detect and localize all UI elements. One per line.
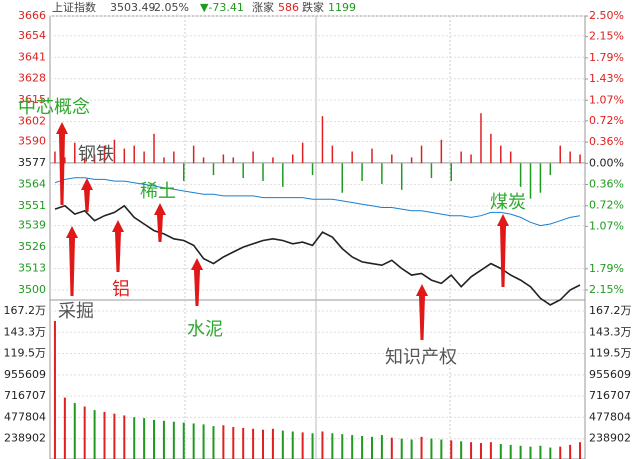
y-tick-label: 3551 xyxy=(18,199,46,212)
y-tick-label: 3654 xyxy=(18,29,46,42)
index-name: 上证指数 xyxy=(52,0,96,14)
y-tick-label: 3513 xyxy=(18,262,46,275)
annotation: 中芯概念 xyxy=(18,96,90,118)
arrow xyxy=(112,220,124,272)
y2-tick-label: 0.72% xyxy=(589,199,624,212)
y-tick-label: 3590 xyxy=(18,134,46,147)
header: 上证指数 3503.49 -2.05% ▼-73.41 涨家 586 跌家 11… xyxy=(52,0,356,14)
y2-tick-label: 1.07% xyxy=(589,93,624,106)
arrow xyxy=(416,284,428,340)
y2-tick-label: 0.36% xyxy=(589,178,624,191)
volume-tick-label: 716707 xyxy=(589,389,631,402)
y2-tick-label: 0.36% xyxy=(589,135,624,148)
y-tick-label: 3615 xyxy=(18,93,46,106)
y-tick-label: 3666 xyxy=(18,9,46,22)
price: 3503.49 xyxy=(110,1,156,14)
y2-tick-label: 0.00% xyxy=(589,156,624,169)
volume-tick-label: 167.2万 xyxy=(589,304,632,317)
price-line xyxy=(54,204,581,306)
volume-tick-label: 238902 xyxy=(589,432,631,445)
y2-tick-label: 1.07% xyxy=(589,219,624,232)
y-tick-label: 3500 xyxy=(18,283,46,296)
arrow xyxy=(66,226,78,296)
annotation: 煤炭 xyxy=(490,192,526,213)
volume-tick-label: 143.3万 xyxy=(4,325,47,338)
y2-tick-label: 2.15% xyxy=(589,30,624,43)
price-line xyxy=(54,177,581,227)
volume-tick-label: 238902 xyxy=(4,432,46,445)
change: ▼-73.41 xyxy=(200,1,244,14)
arrow xyxy=(154,203,166,242)
arrow xyxy=(81,178,93,212)
volume-tick-label: 955609 xyxy=(4,368,46,381)
y-tick-label: 3602 xyxy=(18,115,46,128)
y-tick-label: 3526 xyxy=(18,240,46,253)
down-count: 1199 xyxy=(328,1,356,14)
annotation: 采掘 xyxy=(58,301,94,322)
plot-frame xyxy=(49,15,586,459)
up-count: 586 xyxy=(278,1,299,14)
arrow xyxy=(56,122,68,205)
volume-tick-label: 119.5万 xyxy=(4,347,47,360)
up-label: 涨家 xyxy=(252,0,274,14)
y2-tick-label: 1.43% xyxy=(589,72,624,85)
change-pct: -2.05% xyxy=(150,1,189,14)
annotation: 铝 xyxy=(112,279,130,300)
volume-tick-label: 477804 xyxy=(589,410,631,423)
annotation: 钢铁 xyxy=(78,144,114,165)
volume-tick-label: 143.3万 xyxy=(589,325,632,338)
y2-tick-label: 0.72% xyxy=(589,114,624,127)
volume-tick-label: 167.2万 xyxy=(4,304,47,317)
y-tick-label: 3628 xyxy=(18,72,46,85)
annotation: 水泥 xyxy=(187,319,223,340)
arrow xyxy=(191,258,203,306)
y2-tick-label: 1.79% xyxy=(589,262,624,275)
down-label: 跌家 xyxy=(302,0,324,14)
y2-tick-label: 2.50% xyxy=(589,9,624,22)
y2-tick-label: 2.15% xyxy=(589,283,624,296)
y-tick-label: 3564 xyxy=(18,177,46,190)
volume-tick-label: 716707 xyxy=(4,389,46,402)
annotation: 知识产权 xyxy=(385,347,457,368)
arrow xyxy=(497,214,509,287)
y-tick-label: 3539 xyxy=(18,219,46,232)
y-tick-label: 3577 xyxy=(18,156,46,169)
volume-tick-label: 119.5万 xyxy=(589,347,632,360)
volume-tick-label: 477804 xyxy=(4,410,46,423)
y2-tick-label: 1.79% xyxy=(589,51,624,64)
volume-tick-label: 955609 xyxy=(589,368,631,381)
y-tick-label: 3641 xyxy=(18,50,46,63)
annotation: 稀土 xyxy=(140,181,176,202)
